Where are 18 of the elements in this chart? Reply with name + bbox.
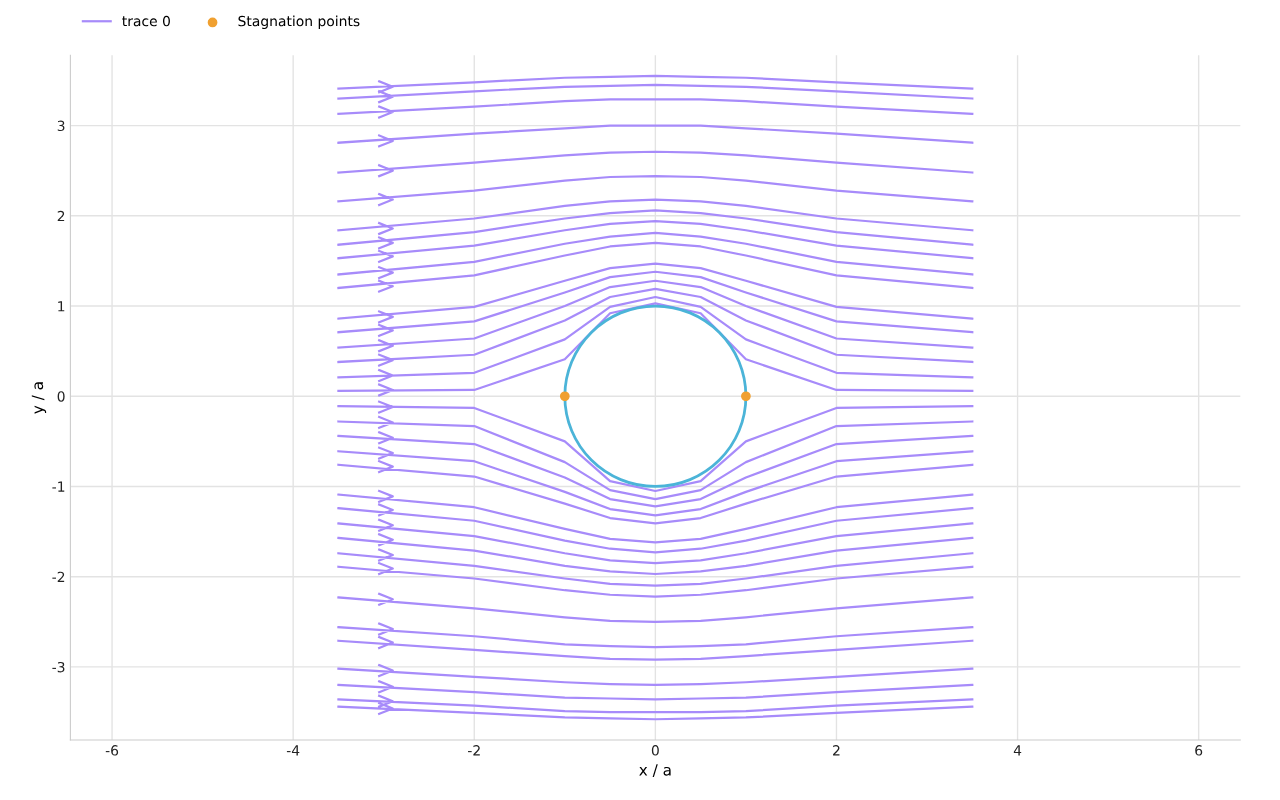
y-axis-title: y / a bbox=[31, 382, 47, 414]
x-tick-label: -6 bbox=[105, 745, 119, 756]
y-tick-label: -1 bbox=[52, 481, 65, 492]
legend-label: trace 0 bbox=[122, 15, 170, 27]
y-tick-label: -3 bbox=[52, 661, 65, 673]
x-tick-label: 4 bbox=[1013, 745, 1022, 756]
y-tick-label: 2 bbox=[57, 210, 65, 222]
y-tick-label: 0 bbox=[57, 391, 65, 402]
y-tick-label: -2 bbox=[52, 571, 65, 582]
y-tick-label: 1 bbox=[58, 301, 65, 312]
x-tick-label: 2 bbox=[833, 745, 840, 756]
legend-label: Stagnation points bbox=[238, 15, 360, 29]
y-tick-label: 3 bbox=[57, 120, 65, 132]
x-tick-label: -4 bbox=[286, 745, 300, 756]
x-axis-title: x / a bbox=[639, 764, 671, 777]
x-tick-label: -2 bbox=[468, 745, 480, 756]
x-tick-label: 0 bbox=[651, 745, 659, 756]
x-tick-label: 6 bbox=[1195, 745, 1203, 756]
